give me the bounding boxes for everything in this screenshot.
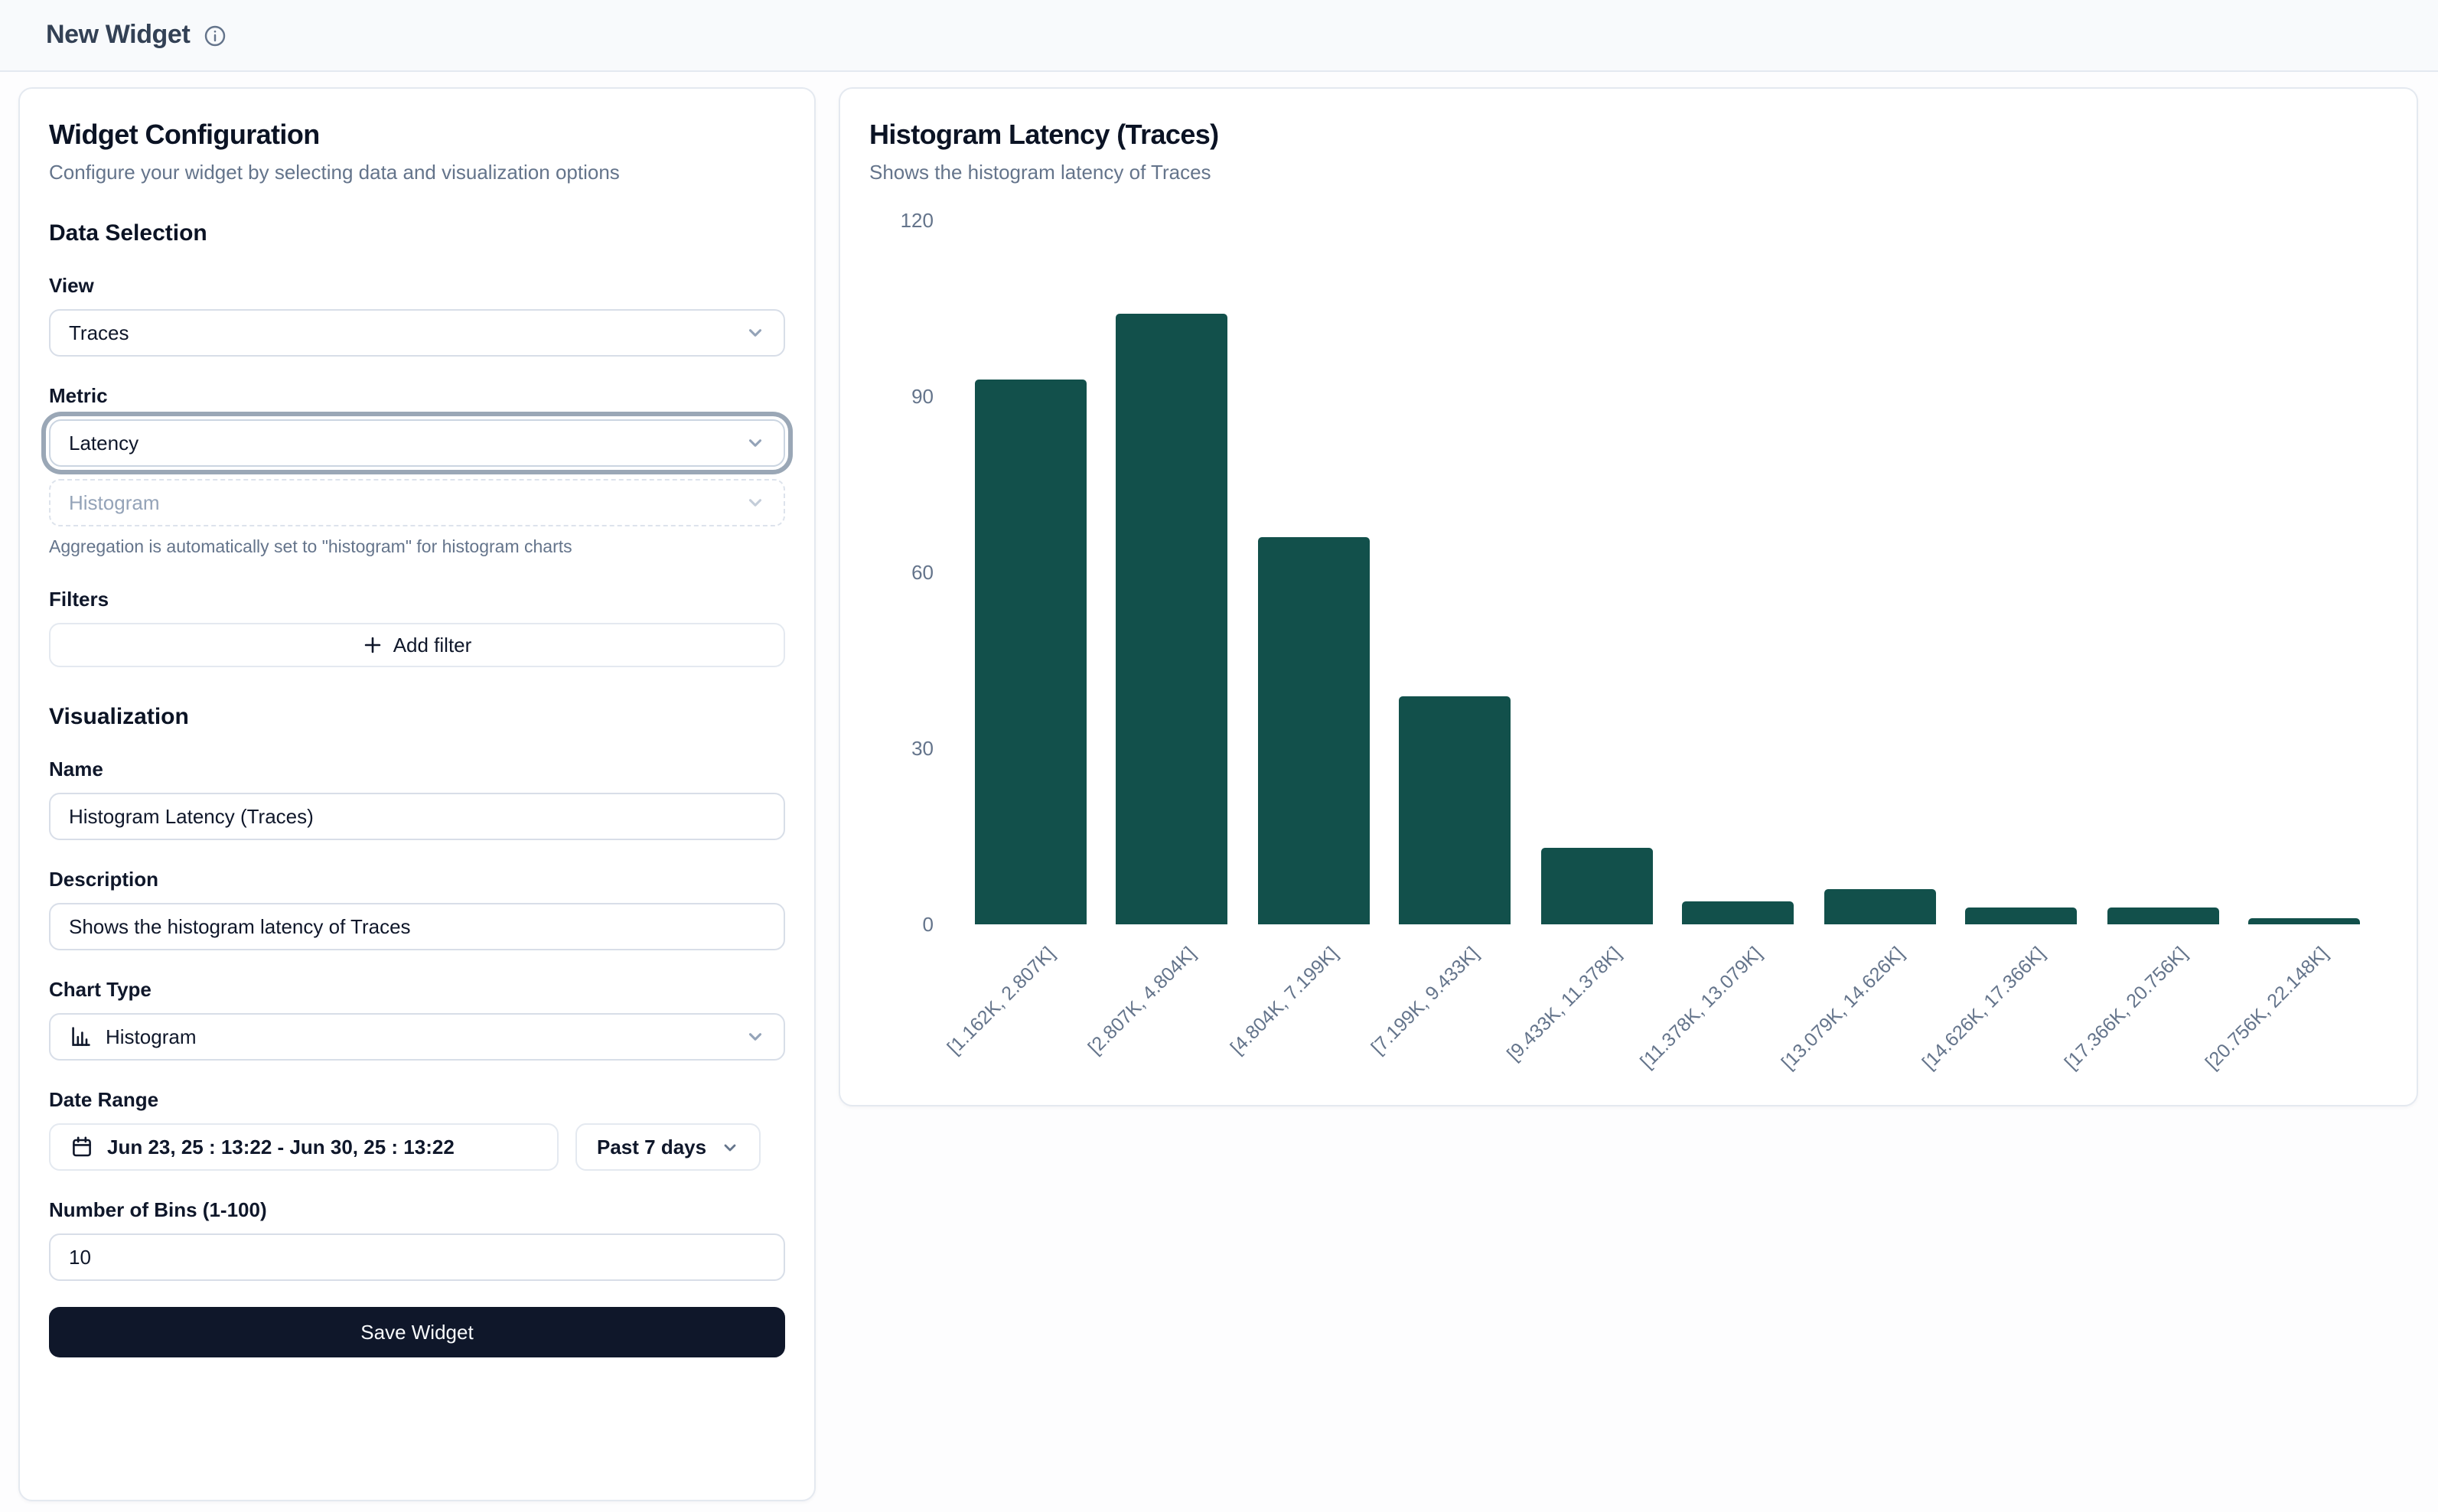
chevron-down-icon [745,323,765,343]
calendar-icon [70,1136,93,1158]
add-filter-label: Add filter [393,634,472,657]
description-label: Description [49,868,159,891]
view-select[interactable]: Traces [49,309,785,357]
x-axis-bin-label: [17.366K, 20.756K] [2060,943,2192,1074]
histogram-bar [2248,918,2360,924]
config-subtitle: Configure your widget by selecting data … [49,161,620,184]
content-area: Widget Configuration Configure your widg… [0,72,2438,1512]
date-preset-button[interactable]: Past 7 days [575,1123,761,1171]
histogram-bar [1399,696,1511,924]
date-range-button[interactable]: Jun 23, 25 : 13:22 - Jun 30, 25 : 13:22 [49,1123,559,1171]
histogram-bar [1682,901,1794,924]
view-label: View [49,274,94,297]
histogram-bar [1116,314,1227,924]
preview-title: Histogram Latency (Traces) [869,119,1219,150]
histogram-bar [974,379,1086,924]
x-axis-bin-label: [1.162K, 2.807K] [943,943,1059,1059]
x-axis-bin-label: [7.199K, 9.433K] [1367,943,1484,1059]
date-preset-value: Past 7 days [597,1136,707,1158]
x-axis-bin-label: [4.804K, 7.199K] [1226,943,1342,1059]
plus-icon [363,635,383,655]
description-input[interactable] [49,903,785,950]
info-icon[interactable] [204,24,227,47]
view-select-value: Traces [69,321,129,344]
x-axis-bin-label: [11.378K, 13.079K] [1636,943,1767,1073]
name-label: Name [49,758,103,780]
chevron-down-icon [720,1138,738,1156]
chevron-down-icon [745,493,765,513]
aggregation-select-value: Histogram [69,491,160,514]
bins-input[interactable] [49,1233,785,1281]
metric-label: Metric [49,384,108,407]
save-widget-button[interactable]: Save Widget [49,1307,785,1357]
x-axis-bin-label: [13.079K, 14.626K] [1777,943,1908,1074]
aggregation-select: Histogram [49,479,785,526]
chart: 120 90 60 30 0 [1.162K, 2.807K] [2.807K, 4.804… [869,208,2386,1126]
y-axis-tick-label: 30 [911,737,934,760]
y-axis-tick-label: 90 [911,385,934,408]
histogram-bar [1824,889,1935,924]
y-axis-tick-label: 60 [911,561,934,584]
chevron-down-icon [745,433,765,453]
chevron-down-icon [745,1027,765,1047]
config-title: Widget Configuration [49,119,320,150]
y-axis-tick-label: 120 [900,209,934,232]
x-axis-bin-label: [9.433K, 11.378K] [1502,943,1625,1066]
metric-select[interactable]: Latency [49,419,785,467]
add-filter-button[interactable]: Add filter [49,623,785,667]
chart-type-label: Chart Type [49,978,152,1001]
bins-label: Number of Bins (1-100) [49,1198,267,1221]
widget-configuration-panel: Widget Configuration Configure your widg… [18,87,816,1501]
chart-preview-panel: Histogram Latency (Traces) Shows the his… [839,87,2418,1106]
metric-select-value: Latency [69,432,139,455]
preview-subtitle: Shows the histogram latency of Traces [869,161,1211,184]
y-axis-tick-label: 0 [922,913,934,936]
histogram-bar [1965,907,2077,924]
name-input[interactable] [49,793,785,840]
page-title: New Widget [46,20,191,49]
histogram-bar [1540,848,1652,924]
chart-type-select-value: Histogram [106,1025,197,1048]
histogram-bar [1257,537,1369,924]
x-axis-bin-label: [2.807K, 4.804K] [1084,943,1201,1059]
chart-type-select[interactable]: Histogram [49,1013,785,1061]
data-selection-heading: Data Selection [49,220,207,246]
aggregation-helper-text: Aggregation is automatically set to "his… [49,539,572,557]
x-axis-bin-label: [14.626K, 17.366K] [1918,943,2050,1074]
page-header: New Widget [0,0,2438,72]
visualization-heading: Visualization [49,704,189,730]
histogram-bar [2107,907,2218,924]
date-range-value: Jun 23, 25 : 13:22 - Jun 30, 25 : 13:22 [107,1136,455,1158]
filters-label: Filters [49,588,109,611]
histogram-chart-icon [69,1025,92,1048]
x-axis-bin-label: [20.756K, 22.148K] [2202,943,2333,1074]
date-range-label: Date Range [49,1088,159,1111]
